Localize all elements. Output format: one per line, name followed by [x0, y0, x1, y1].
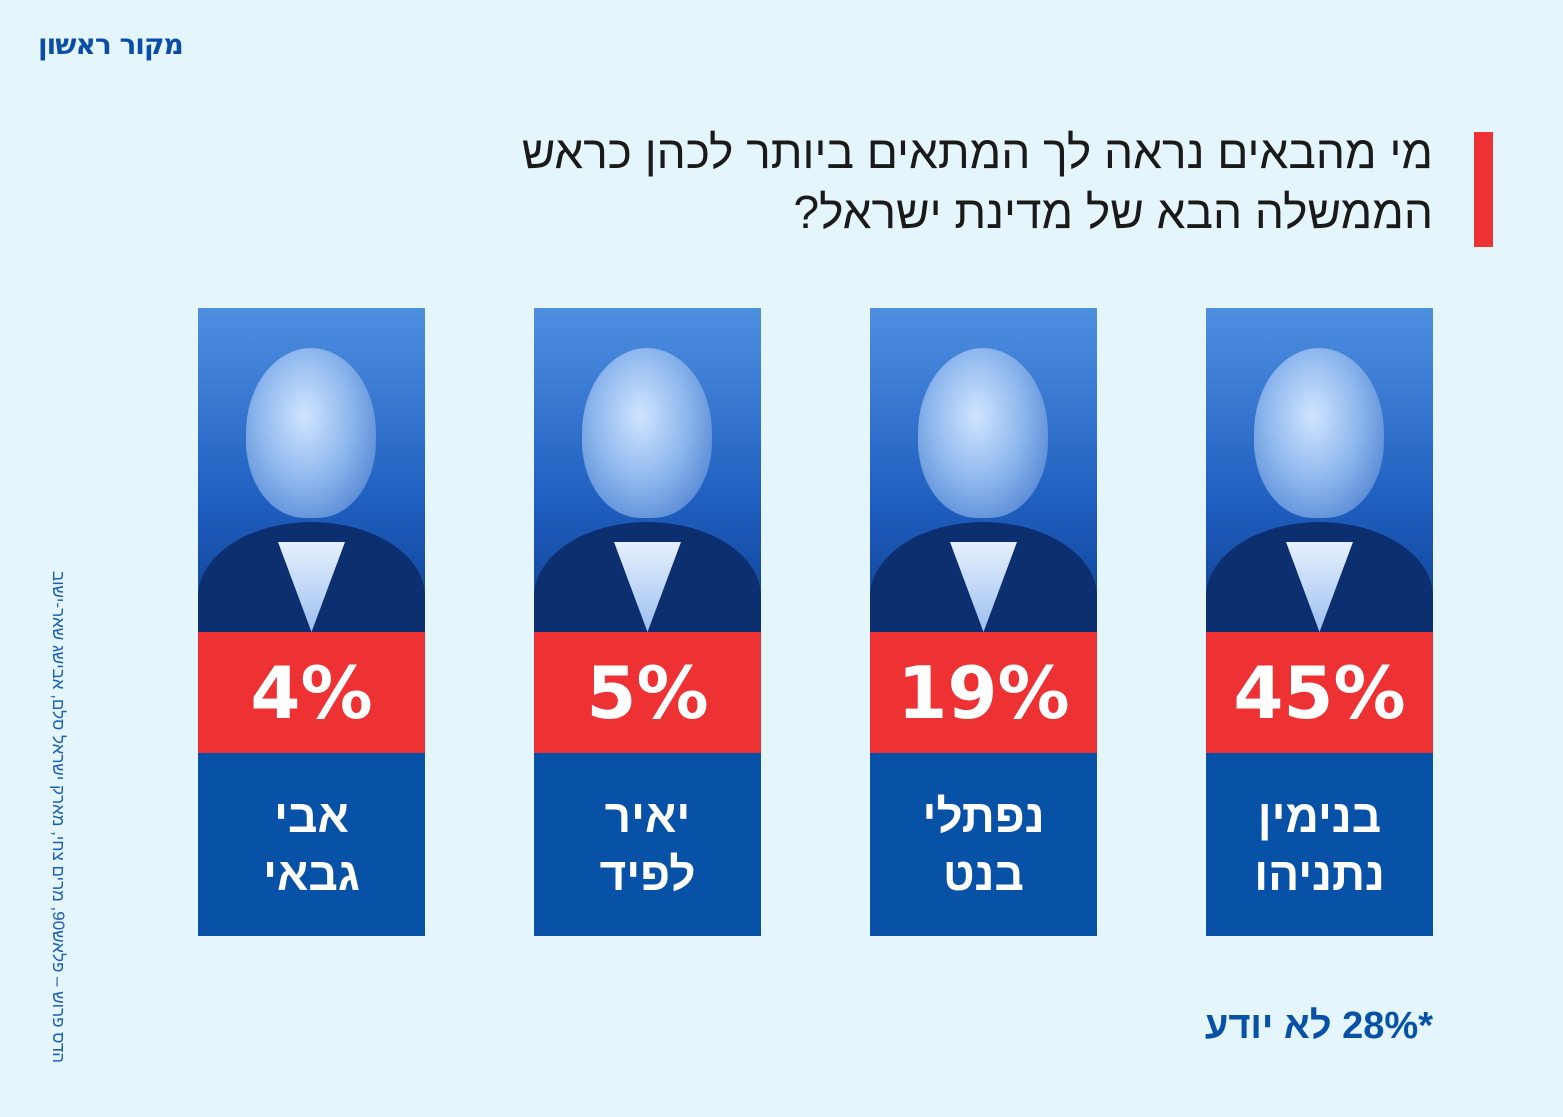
footnote: *28% לא יודע — [1204, 1005, 1433, 1047]
chart-title: מי מהבאים נראה לך המתאים ביותר לכהן כראש… — [233, 122, 1433, 242]
data-label: 19% — [870, 632, 1097, 753]
candidate-bar: 45% בנימין נתניהו — [1206, 308, 1433, 936]
name-line: בנימין — [1257, 789, 1382, 842]
candidate-photo — [1206, 308, 1433, 632]
category-label: אבי גבאי — [198, 753, 425, 936]
title-line: הממשלה הבא של מדינת ישראל? — [793, 186, 1433, 238]
photo-credit: הדס פרוש – פלאש90, מרים צחי, מארק ישראל … — [49, 570, 68, 1063]
title-line: מי מהבאים נראה לך המתאים ביותר לכהן כראש — [521, 126, 1433, 178]
name-line: בנט — [943, 847, 1024, 900]
category-label: יאיר לפיד — [534, 753, 761, 936]
photo-head — [582, 348, 712, 518]
name-line: נתניהו — [1254, 847, 1385, 900]
candidate-photo — [198, 308, 425, 632]
name-line: אבי — [274, 789, 349, 842]
data-label: 4% — [198, 632, 425, 753]
candidate-bar: 5% יאיר לפיד — [534, 308, 761, 936]
name-line: גבאי — [263, 847, 360, 900]
logo: מקור ראשון — [38, 28, 184, 61]
photo-head — [1254, 348, 1384, 518]
name-line: לפיד — [599, 847, 696, 900]
candidate-bar: 4% אבי גבאי — [198, 308, 425, 936]
candidate-bar: 19% נפתלי בנט — [870, 308, 1097, 936]
category-label: בנימין נתניהו — [1206, 753, 1433, 936]
name-line: נפתלי — [922, 789, 1045, 842]
data-label: 45% — [1206, 632, 1433, 753]
candidate-photo — [870, 308, 1097, 632]
photo-head — [918, 348, 1048, 518]
photo-head — [246, 348, 376, 518]
candidate-photo — [534, 308, 761, 632]
title-accent-bar — [1474, 132, 1493, 247]
name-line: יאיר — [604, 789, 691, 842]
data-label: 5% — [534, 632, 761, 753]
category-label: נפתלי בנט — [870, 753, 1097, 936]
